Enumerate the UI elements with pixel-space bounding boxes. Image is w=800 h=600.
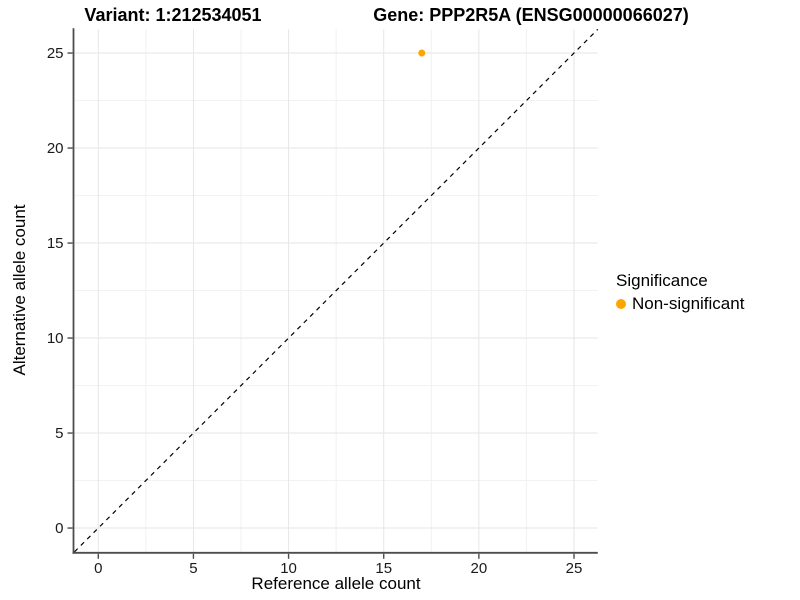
legend-item-label: Non-significant [632, 294, 745, 313]
x-tick-label: 10 [280, 560, 297, 577]
legend: Significance Non-significant [616, 271, 744, 314]
identity-line [74, 28, 599, 553]
y-tick-label: 25 [47, 45, 64, 62]
data-point [418, 49, 426, 57]
y-tick-label: 15 [47, 235, 64, 252]
x-tick-label: 15 [375, 560, 392, 577]
x-tick-label: 25 [566, 560, 583, 577]
variant-title: Variant: 1:212534051 [84, 5, 262, 25]
legend-title: Significance [616, 271, 708, 290]
y-axis-title: Alternative allele count [10, 204, 29, 376]
x-axis-title: Reference allele count [251, 574, 421, 593]
y-tick-label: 10 [47, 330, 64, 347]
x-tick-label: 5 [189, 560, 197, 577]
gene-title: Gene: PPP2R5A (ENSG00000066027) [373, 5, 689, 25]
y-tick-label: 20 [47, 140, 64, 157]
y-tick-label: 5 [55, 425, 63, 442]
x-tick-label: 20 [471, 560, 488, 577]
y-tick-label: 0 [55, 520, 63, 537]
legend-point-icon [616, 299, 626, 309]
legend-item: Non-significant [616, 294, 744, 314]
x-tick-label: 0 [94, 560, 102, 577]
